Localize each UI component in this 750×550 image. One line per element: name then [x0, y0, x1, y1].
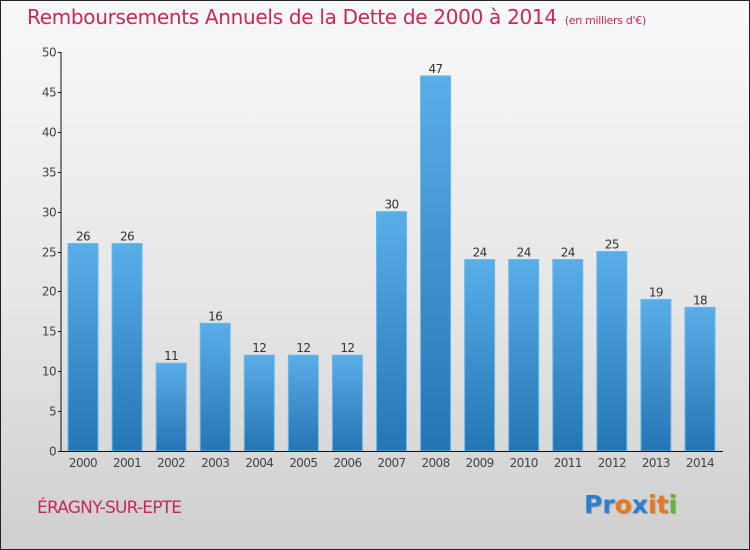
logo-letter: t	[656, 490, 669, 519]
y-tick-label: 5	[49, 405, 56, 419]
x-tick-label: 2014	[686, 456, 714, 470]
bar-2003	[199, 322, 231, 452]
chart-title: Remboursements Annuels de la Dette de 20…	[27, 5, 646, 29]
x-tick-label: 2007	[377, 456, 405, 470]
data-label-2004: 12	[252, 341, 266, 355]
y-axis: 0 5 10 15 20 25 30 35 40 45 50	[42, 46, 62, 459]
logo-letter: i	[668, 490, 678, 519]
bar-2011	[552, 258, 584, 452]
y-tick-label: 30	[42, 206, 56, 220]
x-tick-label: 2009	[466, 456, 494, 470]
logo-letter: x	[631, 490, 648, 519]
y-tick-label: 25	[42, 246, 56, 260]
y-tick-label: 45	[42, 86, 56, 100]
x-tick-label: 2008	[421, 456, 449, 470]
x-axis: 2000 2001 2002 2003 2004 2005 2006 2007 2008 2009…	[58, 451, 723, 470]
x-tick-label: 2005	[289, 456, 317, 470]
x-tick-label: 2001	[113, 456, 141, 470]
data-label-2010: 24	[517, 245, 531, 259]
x-tick-label: 2000	[69, 456, 97, 470]
bar-2005	[287, 354, 319, 452]
data-label-2003: 16	[208, 309, 222, 323]
y-tick-label: 0	[49, 445, 56, 459]
data-label-2002: 11	[164, 349, 178, 363]
data-label-2012: 25	[605, 238, 619, 252]
x-tick-label: 2012	[598, 456, 626, 470]
data-label-2005: 12	[296, 341, 310, 355]
y-tick-label: 40	[42, 126, 56, 140]
y-tick-label: 50	[42, 46, 56, 60]
bar-2000	[67, 243, 99, 452]
bar-2001	[111, 243, 143, 452]
bar-2006	[331, 354, 363, 452]
logo-letter: r	[602, 490, 615, 519]
bar-2007	[375, 211, 407, 452]
data-label-2000: 26	[76, 230, 90, 244]
logo-letter: P	[584, 490, 603, 519]
data-label-2009: 24	[473, 245, 487, 259]
y-tick-label: 15	[42, 325, 56, 339]
y-tick-label: 10	[42, 365, 56, 379]
bar-2010	[508, 258, 540, 452]
bar-2012	[596, 251, 628, 452]
data-label-2006: 12	[340, 341, 354, 355]
bars: 26 26 11 16 12 12 12 30 47 24 24 24 25 19 18	[67, 62, 716, 452]
data-label-2014: 18	[693, 293, 707, 307]
data-label-2013: 19	[649, 285, 663, 299]
title-text: Remboursements Annuels de la Dette de 20…	[27, 5, 557, 29]
proxiti-logo[interactable]: Proxiti	[584, 490, 677, 519]
bar-2002	[155, 362, 187, 452]
bar-2014	[684, 306, 716, 452]
bar-2009	[464, 258, 496, 452]
logo-letter: o	[614, 490, 632, 519]
x-tick-label: 2002	[157, 456, 185, 470]
x-tick-label: 2013	[642, 456, 670, 470]
x-tick-label: 2010	[510, 456, 538, 470]
data-label-2007: 30	[384, 198, 398, 212]
commune-name: ÉRAGNY-SUR-EPTE	[37, 498, 182, 518]
bar-2013	[640, 298, 672, 452]
data-label-2008: 47	[429, 62, 443, 76]
logo-letter: i	[648, 490, 657, 519]
unit-label: (en milliers d'€)	[564, 14, 646, 27]
data-label-2001: 26	[120, 230, 134, 244]
y-tick-label: 20	[42, 285, 56, 299]
x-tick-label: 2006	[333, 456, 361, 470]
bar-2008	[420, 75, 452, 452]
data-label-2011: 24	[561, 245, 575, 259]
x-tick-label: 2004	[245, 456, 273, 470]
bar-2004	[243, 354, 275, 452]
y-tick-label: 35	[42, 166, 56, 180]
x-tick-label: 2011	[554, 456, 582, 470]
x-tick-label: 2003	[201, 456, 229, 470]
